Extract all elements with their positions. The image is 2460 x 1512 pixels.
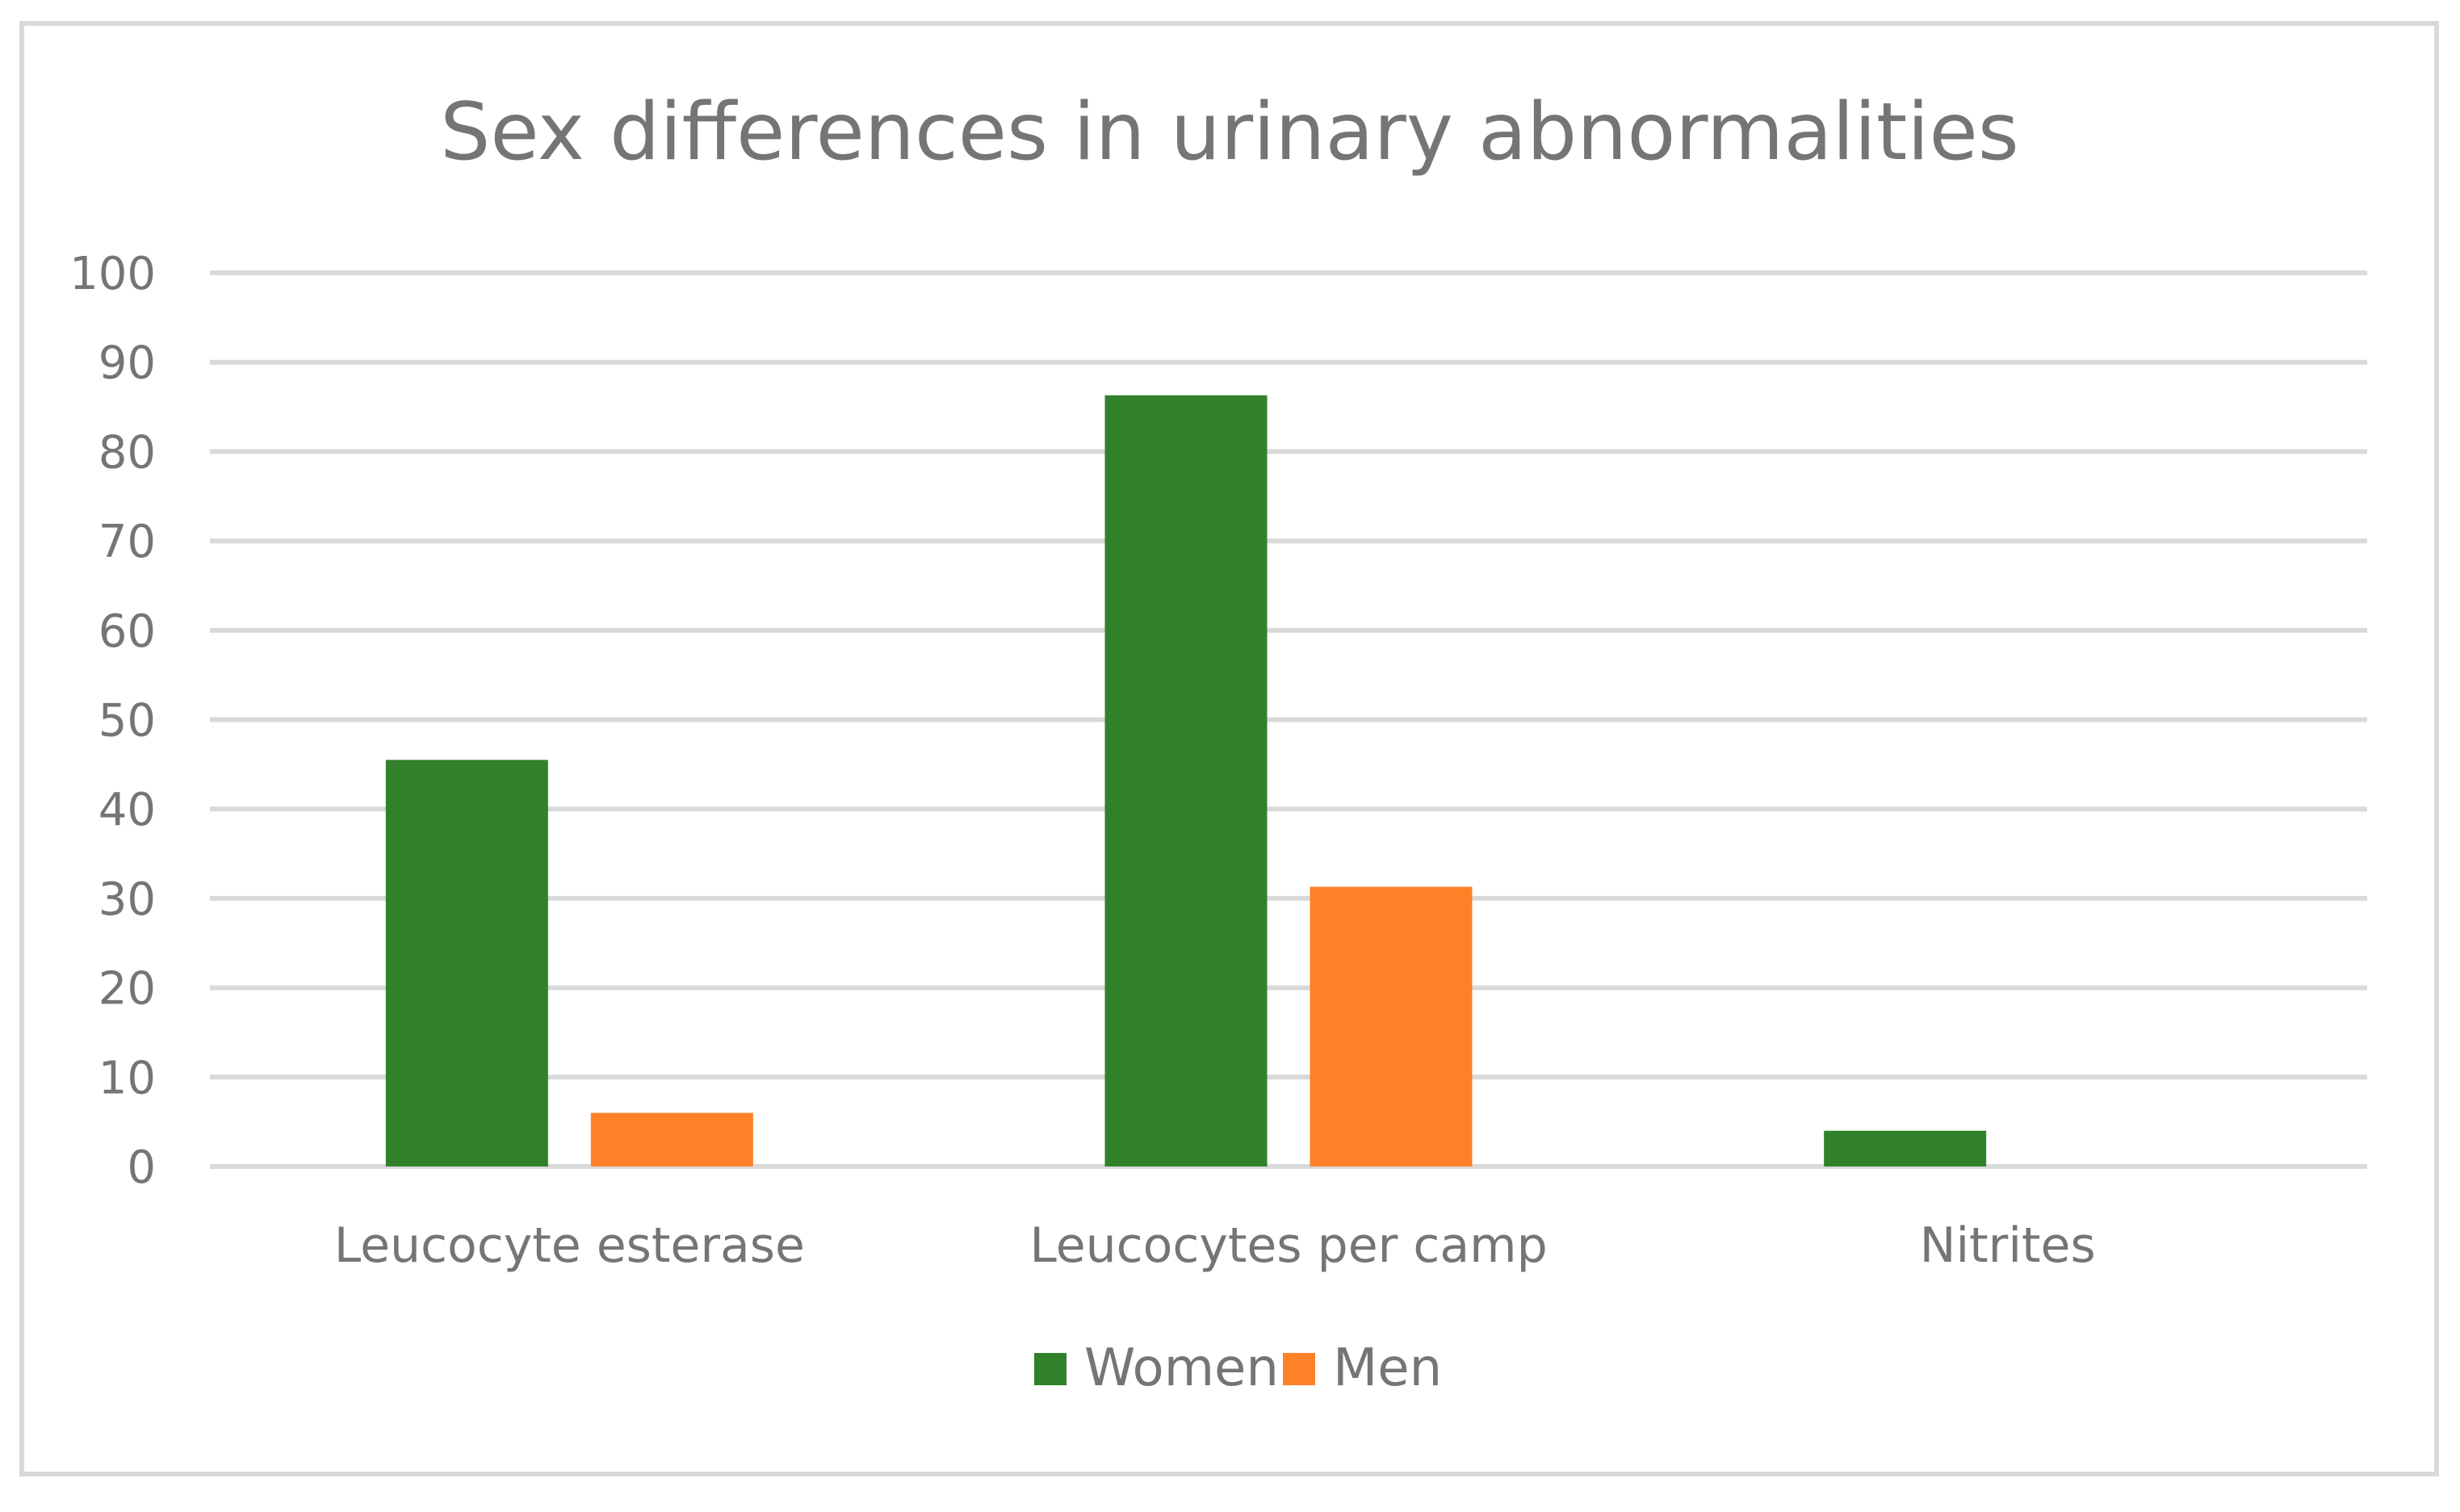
legend-label-men: Men (1333, 1338, 1442, 1398)
gridlines (210, 270, 2367, 1169)
x-category-label-leucocytes-per-camp: Leucocytes per camp (1029, 1217, 1547, 1274)
x-category-label-nitrites: Nitrites (1920, 1217, 2096, 1274)
y-tick-label-30: 30 (98, 873, 156, 926)
y-tick-label-100: 100 (69, 248, 156, 300)
x-axis-categories: Leucocyte esterase Leucocytes per camp Nit… (334, 1217, 2096, 1274)
bar-women-nitrites (1824, 1130, 1987, 1166)
y-axis-ticks: 0 10 20 30 40 50 60 70 80 90 100 (69, 248, 156, 1194)
legend-swatch-men (1283, 1353, 1315, 1385)
y-tick-label-80: 80 (98, 426, 156, 479)
y-tick-label-60: 60 (98, 605, 156, 658)
legend-swatch-women (1034, 1353, 1067, 1385)
y-tick-label-70: 70 (98, 516, 156, 568)
bar-women-leucocyte-esterase (385, 760, 548, 1166)
y-tick-label-20: 20 (98, 963, 156, 1016)
y-tick-label-90: 90 (98, 337, 156, 390)
bar-women-leucocytes-per-camp (1104, 395, 1268, 1166)
bar-men-leucocyte-esterase (590, 1112, 753, 1166)
chart-title: Sex differences in urinary abnormalities (440, 86, 2019, 178)
y-tick-label-0: 0 (127, 1141, 156, 1194)
legend: Women Men (1034, 1338, 1442, 1398)
x-category-label-leucocyte-esterase: Leucocyte esterase (334, 1217, 805, 1274)
y-tick-label-40: 40 (98, 784, 156, 836)
bar-men-leucocytes-per-camp (1310, 886, 1473, 1166)
legend-label-women: Women (1084, 1338, 1279, 1398)
y-tick-label-50: 50 (98, 695, 156, 748)
bars (385, 395, 1987, 1166)
y-tick-label-10: 10 (98, 1052, 156, 1104)
